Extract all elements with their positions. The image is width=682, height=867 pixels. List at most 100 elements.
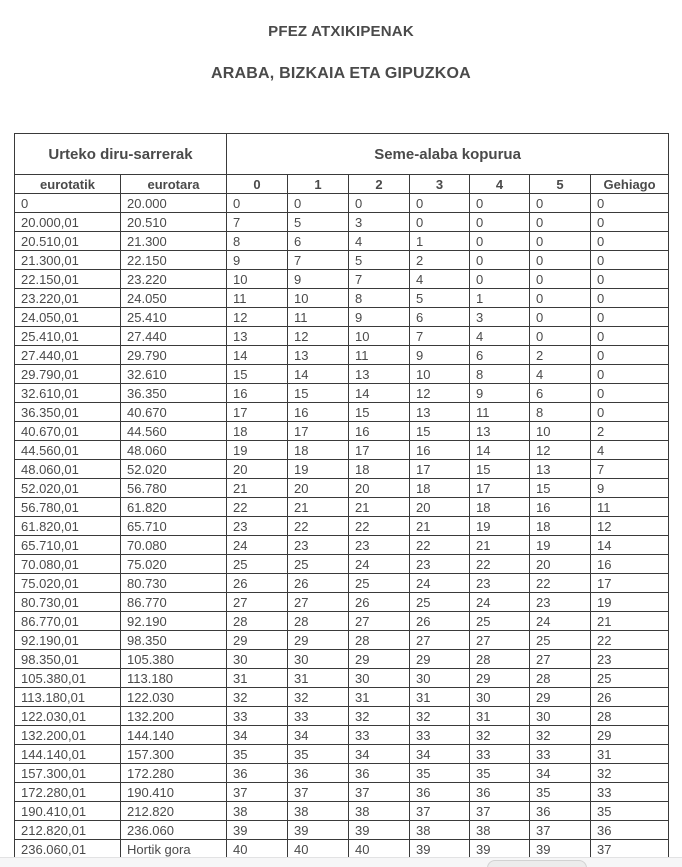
table-cell: 36.350 xyxy=(119,383,228,403)
table-row: 61.820,01 65.710 23 22 22 21 19 18 12 xyxy=(14,516,670,536)
table-cell: 22 xyxy=(348,516,411,536)
table-cell: 10 xyxy=(348,326,411,346)
table-cell: 20 xyxy=(529,554,592,574)
table-cell: 25 xyxy=(590,668,670,688)
table-cell: 0 xyxy=(590,402,670,422)
table-cell: 37 xyxy=(590,839,670,859)
table-cell: 18 xyxy=(409,478,471,498)
table-row: 70.080,01 75.020 25 25 24 23 22 20 16 xyxy=(14,554,670,574)
table-cell: 0 xyxy=(590,193,670,213)
table-cell: 19 xyxy=(590,592,670,612)
table-cell: 33 xyxy=(469,744,531,764)
table-cell: 22 xyxy=(409,535,471,555)
table-cell: 132.200,01 xyxy=(14,725,121,745)
table-cell: 1 xyxy=(409,231,471,251)
table-cell: 33 xyxy=(529,744,592,764)
table-cell: 28 xyxy=(529,668,592,688)
table-cell: 6 xyxy=(529,383,592,403)
table-cell: 19 xyxy=(287,459,350,479)
table-cell: 25 xyxy=(226,554,289,574)
table-cell: 29.790,01 xyxy=(14,364,121,384)
table-row: 157.300,01 172.280 36 36 36 35 35 34 32 xyxy=(14,763,670,783)
table-cell: 12 xyxy=(590,516,670,536)
table-cell: 14 xyxy=(469,440,531,460)
table-cell: 0 xyxy=(287,193,350,213)
table-cell: 5 xyxy=(409,288,471,308)
table-cell: 22.150 xyxy=(119,250,228,270)
table-cell: 40 xyxy=(287,839,350,859)
table-cell: 16 xyxy=(287,402,350,422)
table-cell: 30 xyxy=(529,706,592,726)
table-cell: 11 xyxy=(226,288,289,308)
table-cell: 0 xyxy=(590,212,670,232)
table-cell: 12 xyxy=(226,307,289,327)
table-cell: 0 xyxy=(590,364,670,384)
table-cell: 40 xyxy=(226,839,289,859)
table-cell: 25 xyxy=(529,630,592,650)
table-cell: 31 xyxy=(348,687,411,707)
table-cell: 23 xyxy=(348,535,411,555)
table-cell: 0 xyxy=(590,250,670,270)
table-cell: 0 xyxy=(529,269,592,289)
table-row: 48.060,01 52.020 20 19 18 17 15 13 7 xyxy=(14,459,670,479)
partial-bottom-button[interactable] xyxy=(487,860,587,867)
table-cell: 36 xyxy=(226,763,289,783)
table-cell: 0 xyxy=(226,193,289,213)
table-row: 36.350,01 40.670 17 16 15 13 11 8 0 xyxy=(14,402,670,422)
table-cell: 12 xyxy=(409,383,471,403)
table-cell: 34 xyxy=(287,725,350,745)
table-cell: 0 xyxy=(529,288,592,308)
page-title: PFEZ ATXIKIPENAK xyxy=(268,23,414,40)
table-cell: 75.020,01 xyxy=(14,573,121,593)
table-row: 44.560,01 48.060 19 18 17 16 14 12 4 xyxy=(14,440,670,460)
table-cell: 25 xyxy=(348,573,411,593)
table-cell: 0 xyxy=(529,212,592,232)
table-cell: 33 xyxy=(287,706,350,726)
table-cell: 27 xyxy=(226,592,289,612)
table-cell: 13 xyxy=(469,421,531,441)
table-cell: 21 xyxy=(409,516,471,536)
table-cell: 8 xyxy=(529,402,592,422)
table-cell: 2 xyxy=(529,345,592,365)
table-cell: 36 xyxy=(287,763,350,783)
table-cell: 37 xyxy=(226,782,289,802)
table-cell: 33 xyxy=(348,725,411,745)
table-row: 113.180,01 122.030 32 32 31 31 30 29 26 xyxy=(14,687,670,707)
table-cell: 172.280 xyxy=(119,763,228,783)
table-cell: 23 xyxy=(529,592,592,612)
table-cell: 20 xyxy=(287,478,350,498)
table-cell: 29 xyxy=(226,630,289,650)
table-cell: 38 xyxy=(226,801,289,821)
table-cell: 6 xyxy=(287,231,350,251)
table-cell: 38 xyxy=(348,801,411,821)
table-cell: 52.020 xyxy=(119,459,228,479)
table-row: 75.020,01 80.730 26 26 25 24 23 22 17 xyxy=(14,573,670,593)
table-cell: 0 xyxy=(469,212,531,232)
table-cell: 26 xyxy=(287,573,350,593)
table-cell: 8 xyxy=(226,231,289,251)
table-cell: 24.050,01 xyxy=(14,307,121,327)
table-cell: 212.820,01 xyxy=(14,820,121,840)
table-cell: 9 xyxy=(348,307,411,327)
table-cell: 92.190 xyxy=(119,611,228,631)
table-cell: 7 xyxy=(590,459,670,479)
table-cell: 31 xyxy=(409,687,471,707)
table-cell: 30 xyxy=(287,649,350,669)
table-cell: 29 xyxy=(469,668,531,688)
table-cell: 113.180,01 xyxy=(14,687,121,707)
table-cell: 36 xyxy=(590,820,670,840)
withholding-table: Urteko diru-sarrerak Seme-alaba kopurua e… xyxy=(13,133,670,859)
table-cell: 18 xyxy=(529,516,592,536)
table-cell: 32.610,01 xyxy=(14,383,121,403)
table-cell: 132.200 xyxy=(119,706,228,726)
column-header: eurotara xyxy=(119,174,228,194)
table-cell: 14 xyxy=(226,345,289,365)
table-cell: 10 xyxy=(409,364,471,384)
table-cell: 26 xyxy=(348,592,411,612)
table-row: 236.060,01 Hortik gora 40 40 40 39 39 39 37 xyxy=(14,839,670,859)
table-cell: 26 xyxy=(226,573,289,593)
bottom-strip xyxy=(0,857,682,867)
table-cell: 4 xyxy=(348,231,411,251)
table-cell: 11 xyxy=(287,307,350,327)
